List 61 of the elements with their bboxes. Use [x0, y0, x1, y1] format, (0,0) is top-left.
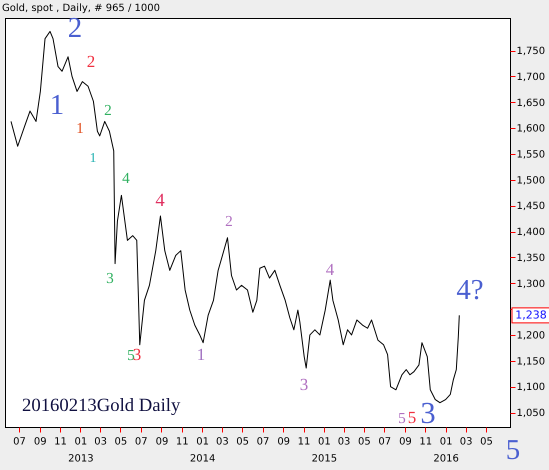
y-tick-label: 1,200: [516, 330, 546, 342]
annotation: 3: [420, 396, 436, 430]
x-tick-label: 09: [156, 436, 168, 448]
annotation: 2: [225, 213, 233, 230]
annotation: 5: [127, 347, 136, 364]
y-tick-label: 1,600: [516, 124, 546, 135]
annotation: 2: [86, 52, 96, 71]
annotation: 5: [408, 408, 416, 427]
x-tick-label: 07: [378, 436, 392, 448]
annotation: 2: [68, 12, 82, 44]
x-tick-label: 03: [460, 436, 473, 448]
x-tick-label: 01 2016: [433, 436, 459, 464]
y-tick-label: 1,500: [516, 175, 546, 186]
annotation: 4?: [456, 274, 484, 306]
y-tick-label: 1,150: [516, 356, 546, 368]
x-tick-label: 03: [94, 436, 107, 448]
x-tick-label: 11: [176, 436, 189, 448]
chart-title: Gold, spot , Daily, # 965 / 1000: [2, 3, 160, 14]
y-tick-label: 1,550: [516, 149, 546, 160]
x-tick-label: 09: [34, 436, 47, 448]
annotation: 4: [122, 170, 130, 187]
x-tick-label: 05: [114, 436, 128, 448]
y-tick-label: 1,050: [516, 408, 546, 420]
annotation: 3: [106, 270, 114, 287]
y-tick-label: 1,750: [516, 46, 546, 58]
x-tick-label: 11: [298, 436, 310, 448]
x-tick-label: 05: [480, 436, 493, 448]
x-tick-label: 07: [13, 436, 26, 448]
annotation: 1,238: [515, 308, 547, 322]
x-tick-label: 03: [216, 436, 229, 448]
text: 5: [506, 434, 520, 466]
annotation: 1: [196, 345, 206, 364]
annotation: 20160213Gold Daily: [22, 395, 181, 416]
annotation: 4: [326, 260, 335, 279]
x-tick-label: 03: [338, 436, 350, 448]
annotation: 1: [76, 120, 84, 137]
annotation: 1: [90, 150, 96, 165]
y-tick-label: 1,100: [516, 382, 546, 394]
annotation: 3: [300, 375, 308, 394]
annotation: 4: [155, 190, 166, 211]
annotation: 3: [132, 345, 142, 364]
annotation: 2: [104, 102, 112, 119]
y-tick-label: 1,350: [516, 252, 546, 264]
y-tick-label: 1,650: [516, 98, 546, 109]
y-tick-label: 1,450: [516, 201, 546, 212]
x-tick-label: 01 2014: [190, 436, 216, 464]
annotation: 1: [50, 89, 64, 121]
x-tick-label: 09: [277, 436, 290, 448]
x-tick-label: 07: [256, 436, 270, 448]
x-tick-label: 11: [54, 436, 67, 448]
y-tick-label: 1,700: [516, 72, 546, 83]
x-tick-label: 01 2015: [312, 436, 338, 464]
x-tick-label: 11: [419, 436, 432, 448]
x-tick-label: 01 2013: [68, 436, 94, 464]
y-tick-label: 1,300: [516, 278, 546, 290]
annotation: 5: [398, 410, 406, 427]
x-tick-label: 05: [236, 436, 250, 448]
x-tick-label: 09: [399, 436, 412, 448]
x-tick-label: 05: [358, 436, 371, 448]
y-tick-label: 1,400: [516, 227, 546, 238]
x-tick-label: 07: [134, 436, 148, 448]
